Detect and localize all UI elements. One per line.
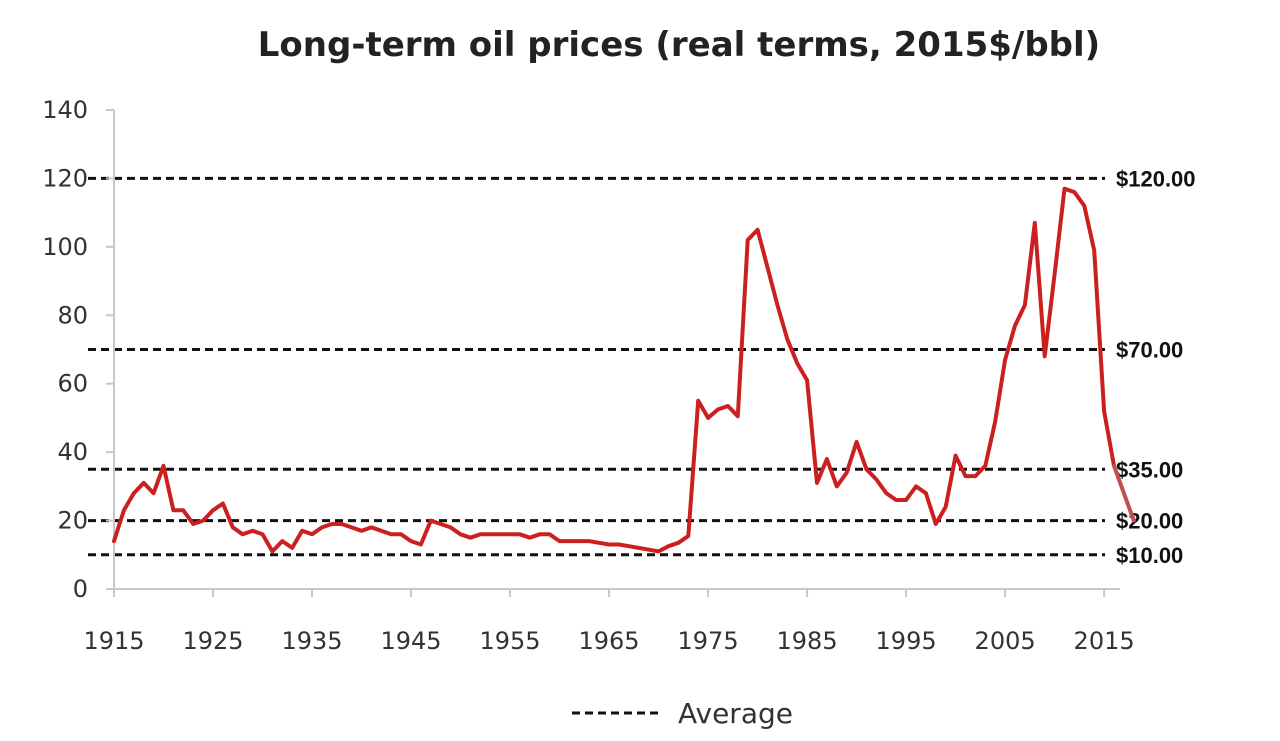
x-tick-label: 1985 (777, 627, 838, 655)
x-tick-label: 2005 (975, 627, 1036, 655)
x-tick-label: 1935 (281, 627, 342, 655)
x-tick-label: 1925 (182, 627, 243, 655)
chart-title: Long-term oil prices (real terms, 2015$/… (258, 25, 1100, 65)
reference-line-label: $10.00 (1116, 543, 1183, 568)
y-tick-label: 60 (57, 370, 88, 398)
y-tick-label: 80 (57, 301, 88, 329)
x-tick-label: 1945 (380, 627, 441, 655)
x-tick-label: 1995 (876, 627, 937, 655)
reference-line-label: $120.00 (1116, 166, 1196, 191)
y-tick-label: 20 (57, 507, 88, 535)
x-tick-label: 1975 (678, 627, 739, 655)
x-tick-label: 1965 (579, 627, 640, 655)
y-tick-label: 40 (57, 438, 88, 466)
y-tick-label: 100 (42, 233, 88, 261)
x-tick-label: 2015 (1074, 627, 1135, 655)
legend: Average (572, 697, 793, 730)
series-line-1 (1112, 463, 1136, 523)
reference-line-label: $20.00 (1116, 509, 1183, 534)
x-tick-label: 1915 (83, 627, 144, 655)
series-line-0 (112, 186, 1116, 554)
y-tick-label: 0 (73, 575, 88, 603)
reference-lines: $120.00 $70.00 $35.00 $20.00 $10.00 (88, 166, 1196, 568)
y-tick-label: 120 (42, 164, 88, 192)
y-tick-label: 140 (42, 96, 88, 124)
x-tick-label: 1955 (480, 627, 541, 655)
legend-average-label: Average (678, 697, 793, 730)
reference-line-label: $70.00 (1116, 338, 1183, 363)
axes: 0 20 40 60 80 100 120 140 1915 1925 1935 1945 1955 19… (42, 96, 1134, 655)
series-layer (112, 186, 1136, 554)
reference-line-label: $35.00 (1116, 457, 1183, 482)
